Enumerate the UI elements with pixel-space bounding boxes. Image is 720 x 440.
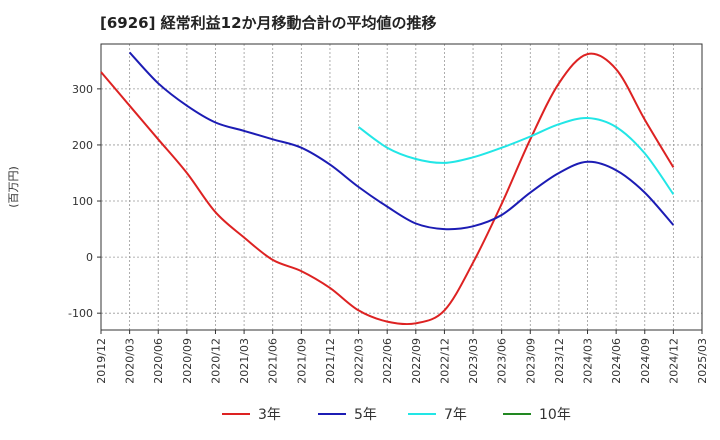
y-axis-ticks: -100 0 100 200 300 [68,83,101,320]
x-tick-label: 2020/06 [152,338,165,384]
y-tick-label: 0 [86,251,93,264]
series-lines [100,51,675,326]
series-line-0 [100,52,675,326]
x-tick-label: 2025/03 [696,338,709,384]
x-tick-label: 2020/03 [124,338,137,384]
x-tick-label: 2023/06 [496,338,509,384]
series-line-1 [128,51,675,231]
x-tick-label: 2022/03 [353,338,366,384]
x-tick-label: 2023/09 [524,338,537,384]
y-axis-label: (百万円) [7,166,20,208]
x-tick-label: 2024/06 [610,338,623,384]
x-tick-label: 2022/09 [410,338,423,384]
x-tick-label: 2020/12 [209,338,222,384]
x-tick-label: 2020/09 [181,338,194,384]
x-tick-label: 2024/03 [582,338,595,384]
x-tick-label: 2021/09 [295,338,308,384]
x-tick-label: 2022/06 [381,338,394,384]
x-tick-label: 2023/03 [467,338,480,384]
x-tick-label: 2022/12 [438,338,451,384]
x-tick-label: 2024/12 [667,338,680,384]
y-tick-label: 100 [72,195,93,208]
legend-label: 3年 [258,407,281,423]
y-tick-label: -100 [68,307,93,320]
x-tick-label: 2021/06 [267,338,280,384]
legend-label: 5年 [354,407,377,423]
x-tick-label: 2021/12 [324,338,337,384]
y-tick-label: 200 [72,139,93,152]
x-tick-label: 2021/03 [238,338,251,384]
x-tick-label: 2019/12 [95,338,108,384]
legend-label: 10年 [539,407,571,423]
x-axis-ticks: 2019/12 2020/03 2020/06 2020/09 2020/12 2021/… [95,330,709,384]
legend-label: 7年 [444,407,467,423]
x-tick-label: 2023/12 [553,338,566,384]
series-line-2 [358,116,675,195]
legend: 3年 5年 7年 10年 [222,407,571,423]
x-tick-label: 2024/09 [639,338,652,384]
plot-area-frame [100,43,703,331]
chart-title: [6926] 経常利益12か月移動合計の平均値の推移 [100,14,437,32]
grid [101,44,702,330]
y-tick-label: 300 [72,83,93,96]
